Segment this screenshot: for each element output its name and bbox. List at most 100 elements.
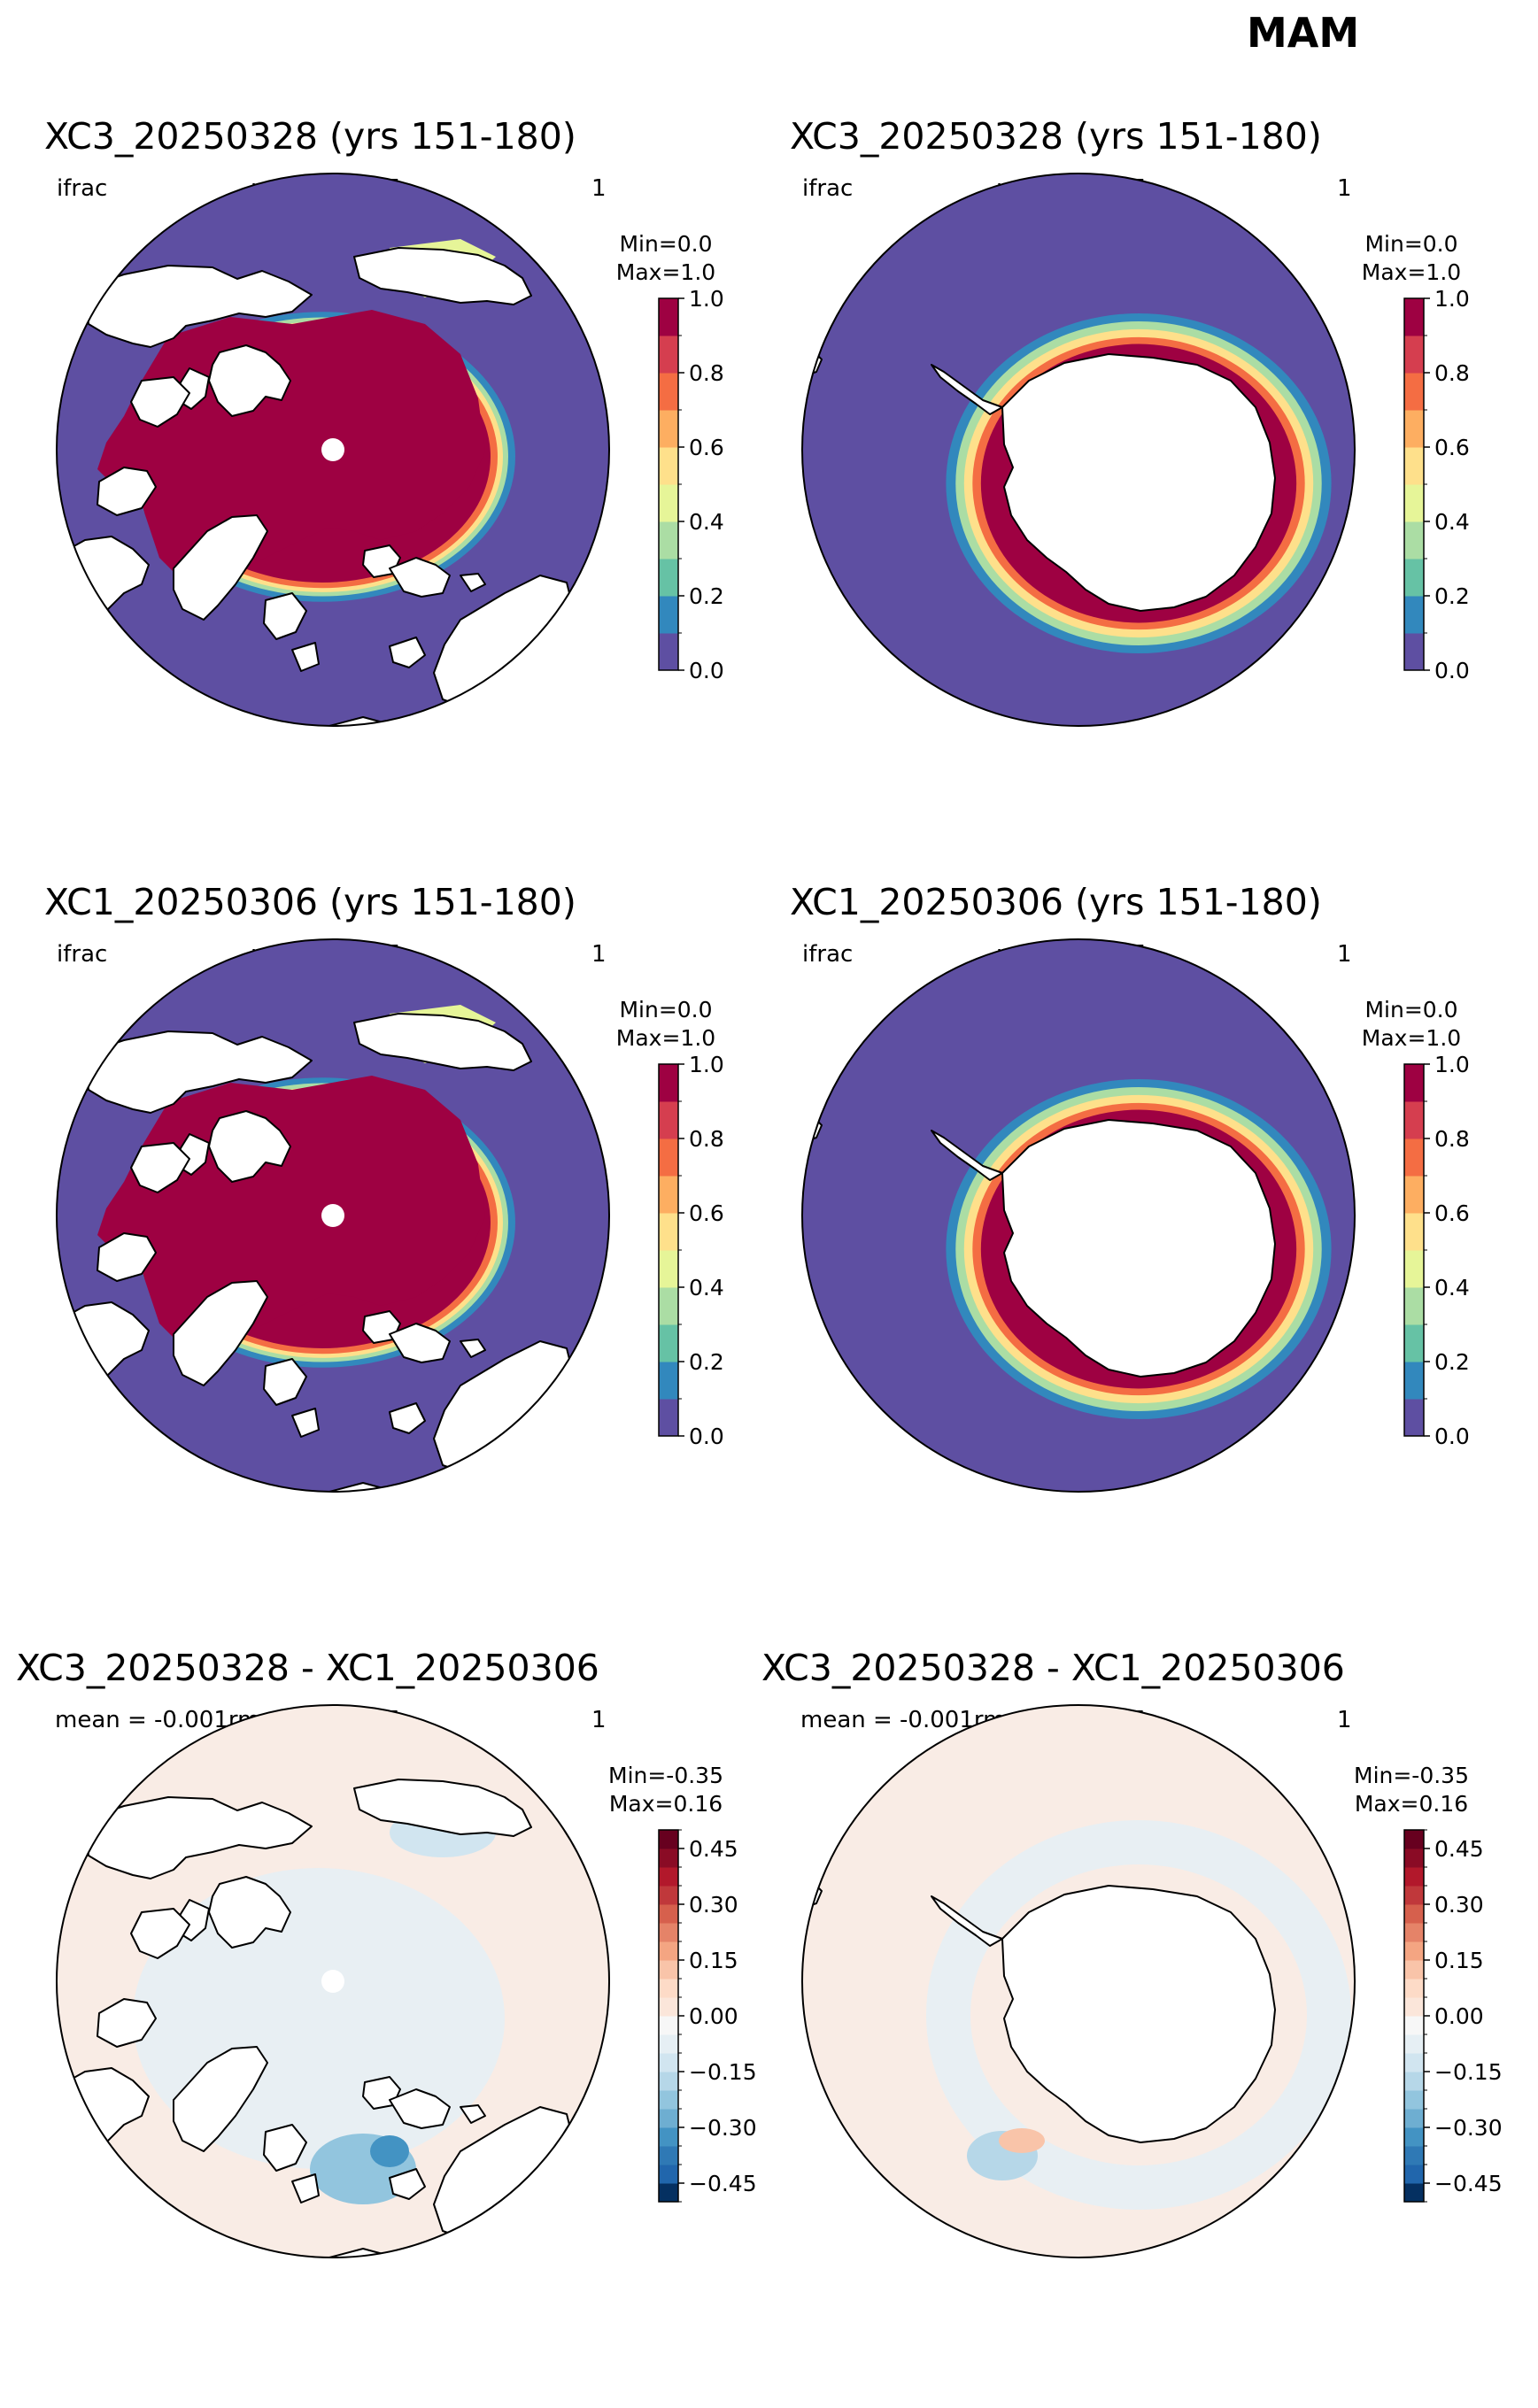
colorbar-tick-label: 0.00: [1434, 2003, 1484, 2029]
colorbar-segment: [659, 2109, 678, 2128]
landmass: [353, 1013, 532, 1071]
map-boundary: [801, 1704, 1356, 2258]
landmass: [130, 376, 190, 428]
colorbar-tick-label: 0.8: [1434, 1126, 1470, 1152]
colorbar-segment: [1404, 1904, 1424, 1924]
landmass: [328, 716, 431, 726]
variable-label: ifrac: [57, 941, 108, 968]
colorbar: 0.0 0.2 0.4 0.6 0.8 1.0: [658, 286, 724, 683]
minmax-label: Min=-0.35 Max=0.16: [595, 1762, 737, 1818]
colorbar-segment: [659, 484, 678, 522]
landmass: [130, 1908, 190, 1959]
landmass: [173, 514, 268, 621]
variable-label: ifrac: [802, 175, 854, 202]
colorbar-segment: [659, 373, 678, 411]
colorbar-segment: [1404, 2146, 1424, 2165]
panel-title: XC3_20250328 - XC1_20250306: [16, 1647, 599, 1689]
min-label: Min=0.0: [1364, 231, 1458, 257]
colorbar-tick-label: 1.0: [689, 1052, 724, 1077]
colorbar-tick-label: 0.0: [689, 658, 724, 683]
colorbar-tick-label: 0.15: [689, 1948, 738, 1973]
colorbar-segment: [1404, 1176, 1424, 1214]
panel-4: XC1_20250306 (yrs 151-180) ifrac mean = …: [746, 881, 1514, 1642]
colorbar-segment: [659, 1324, 678, 1362]
landmass: [1001, 1885, 1276, 2143]
min-label: Min=-0.35: [1354, 1763, 1469, 1788]
colorbar-tick-label: 1.0: [1434, 286, 1470, 312]
colorbar-segment: [659, 1250, 678, 1288]
colorbar-tick-label: 0.2: [689, 1349, 724, 1375]
colorbar-segment: [1404, 1324, 1424, 1362]
colorbar-segment: [659, 2146, 678, 2165]
colorbar-segment: [659, 2090, 678, 2110]
colorbar-segment: [1404, 1399, 1424, 1437]
colorbar-segment: [659, 596, 678, 634]
max-label: Max=0.16: [1354, 1791, 1469, 1817]
colorbar-tick-label: 0.8: [689, 1126, 724, 1152]
landmass: [530, 645, 609, 726]
colorbar-segment: [1404, 1997, 1424, 2017]
colorbar: −0.45 −0.30 −0.15 0.00 0.15 0.30 0.45: [1403, 1829, 1503, 2203]
landmass: [263, 2124, 307, 2172]
landmass: [460, 573, 486, 592]
colorbar-segment: [1404, 484, 1424, 522]
colorbar-segment: [1404, 1830, 1424, 1849]
min-label: Min=0.0: [1364, 997, 1458, 1023]
polar-map: −0.45 −0.30 −0.15 0.00 0.15 0.30 0.45: [801, 1704, 1503, 2258]
colorbar-segment: [659, 410, 678, 448]
colorbar-segment: [1404, 1250, 1424, 1288]
colorbar-segment: [659, 298, 678, 336]
min-label: Min=-0.35: [608, 1763, 723, 1788]
landmass: [931, 364, 1003, 415]
landmass: [389, 1323, 451, 1363]
colorbar-segment: [659, 1138, 678, 1177]
landmass: [328, 1482, 431, 1492]
units-label: 1: [591, 175, 607, 202]
colorbar-segment: [1404, 596, 1424, 634]
colorbar-segment: [1404, 2109, 1424, 2128]
polar-map: 0.0 0.2 0.4 0.6 0.8 1.0: [801, 938, 1470, 1493]
landmass: [97, 1232, 157, 1282]
colorbar-segment: [1404, 1960, 1424, 1980]
landmass: [530, 1411, 609, 1492]
max-label: Max=1.0: [615, 1025, 716, 1051]
units-label: 1: [591, 1707, 607, 1733]
colorbar-segment: [1404, 521, 1424, 560]
colorbar-segment: [659, 1923, 678, 1942]
colorbar-segment: [659, 521, 678, 560]
colorbar-segment: [1404, 2072, 1424, 2091]
landmass: [389, 557, 451, 598]
colorbar-segment: [659, 2183, 678, 2203]
max-label: Max=1.0: [615, 259, 716, 285]
colorbar-tick-label: 0.15: [1434, 1948, 1484, 1973]
landmass: [389, 637, 426, 668]
units-label: 1: [1337, 175, 1352, 202]
colorbar-tick-label: 0.6: [1434, 1200, 1470, 1226]
colorbar-tick-label: 0.4: [1434, 509, 1470, 535]
colorbar-segment: [659, 1213, 678, 1251]
colorbar-segment: [1404, 1848, 1424, 1868]
landmass: [415, 2246, 514, 2258]
landmass: [460, 2104, 486, 2124]
colorbar-tick-label: 0.4: [689, 509, 724, 535]
colorbar-segment: [659, 1362, 678, 1400]
colorbar-tick-label: 0.2: [1434, 583, 1470, 609]
landmass: [389, 1402, 426, 1434]
colorbar-segment: [1404, 2034, 1424, 2054]
pole-hole: [321, 1204, 344, 1227]
map-boundary: [56, 173, 610, 727]
colorbar: 0.0 0.2 0.4 0.6 0.8 1.0: [1403, 286, 1470, 683]
colorbar-tick-label: 1.0: [1434, 1052, 1470, 1077]
colorbar-tick-label: 0.45: [1434, 1836, 1484, 1862]
colorbar-segment: [1404, 2127, 1424, 2147]
units-label: 1: [1337, 1707, 1352, 1733]
colorbar-segment: [659, 1941, 678, 1961]
colorbar-segment: [659, 1904, 678, 1924]
landmass: [84, 1796, 313, 1879]
landmass: [84, 265, 313, 348]
minmax-label: Min=-0.35 Max=0.16: [1341, 1762, 1482, 1818]
colorbar-segment: [1404, 1979, 1424, 1998]
variable-label: ifrac: [802, 941, 854, 968]
units-label: 1: [1337, 941, 1352, 968]
landmass: [931, 1130, 1003, 1181]
